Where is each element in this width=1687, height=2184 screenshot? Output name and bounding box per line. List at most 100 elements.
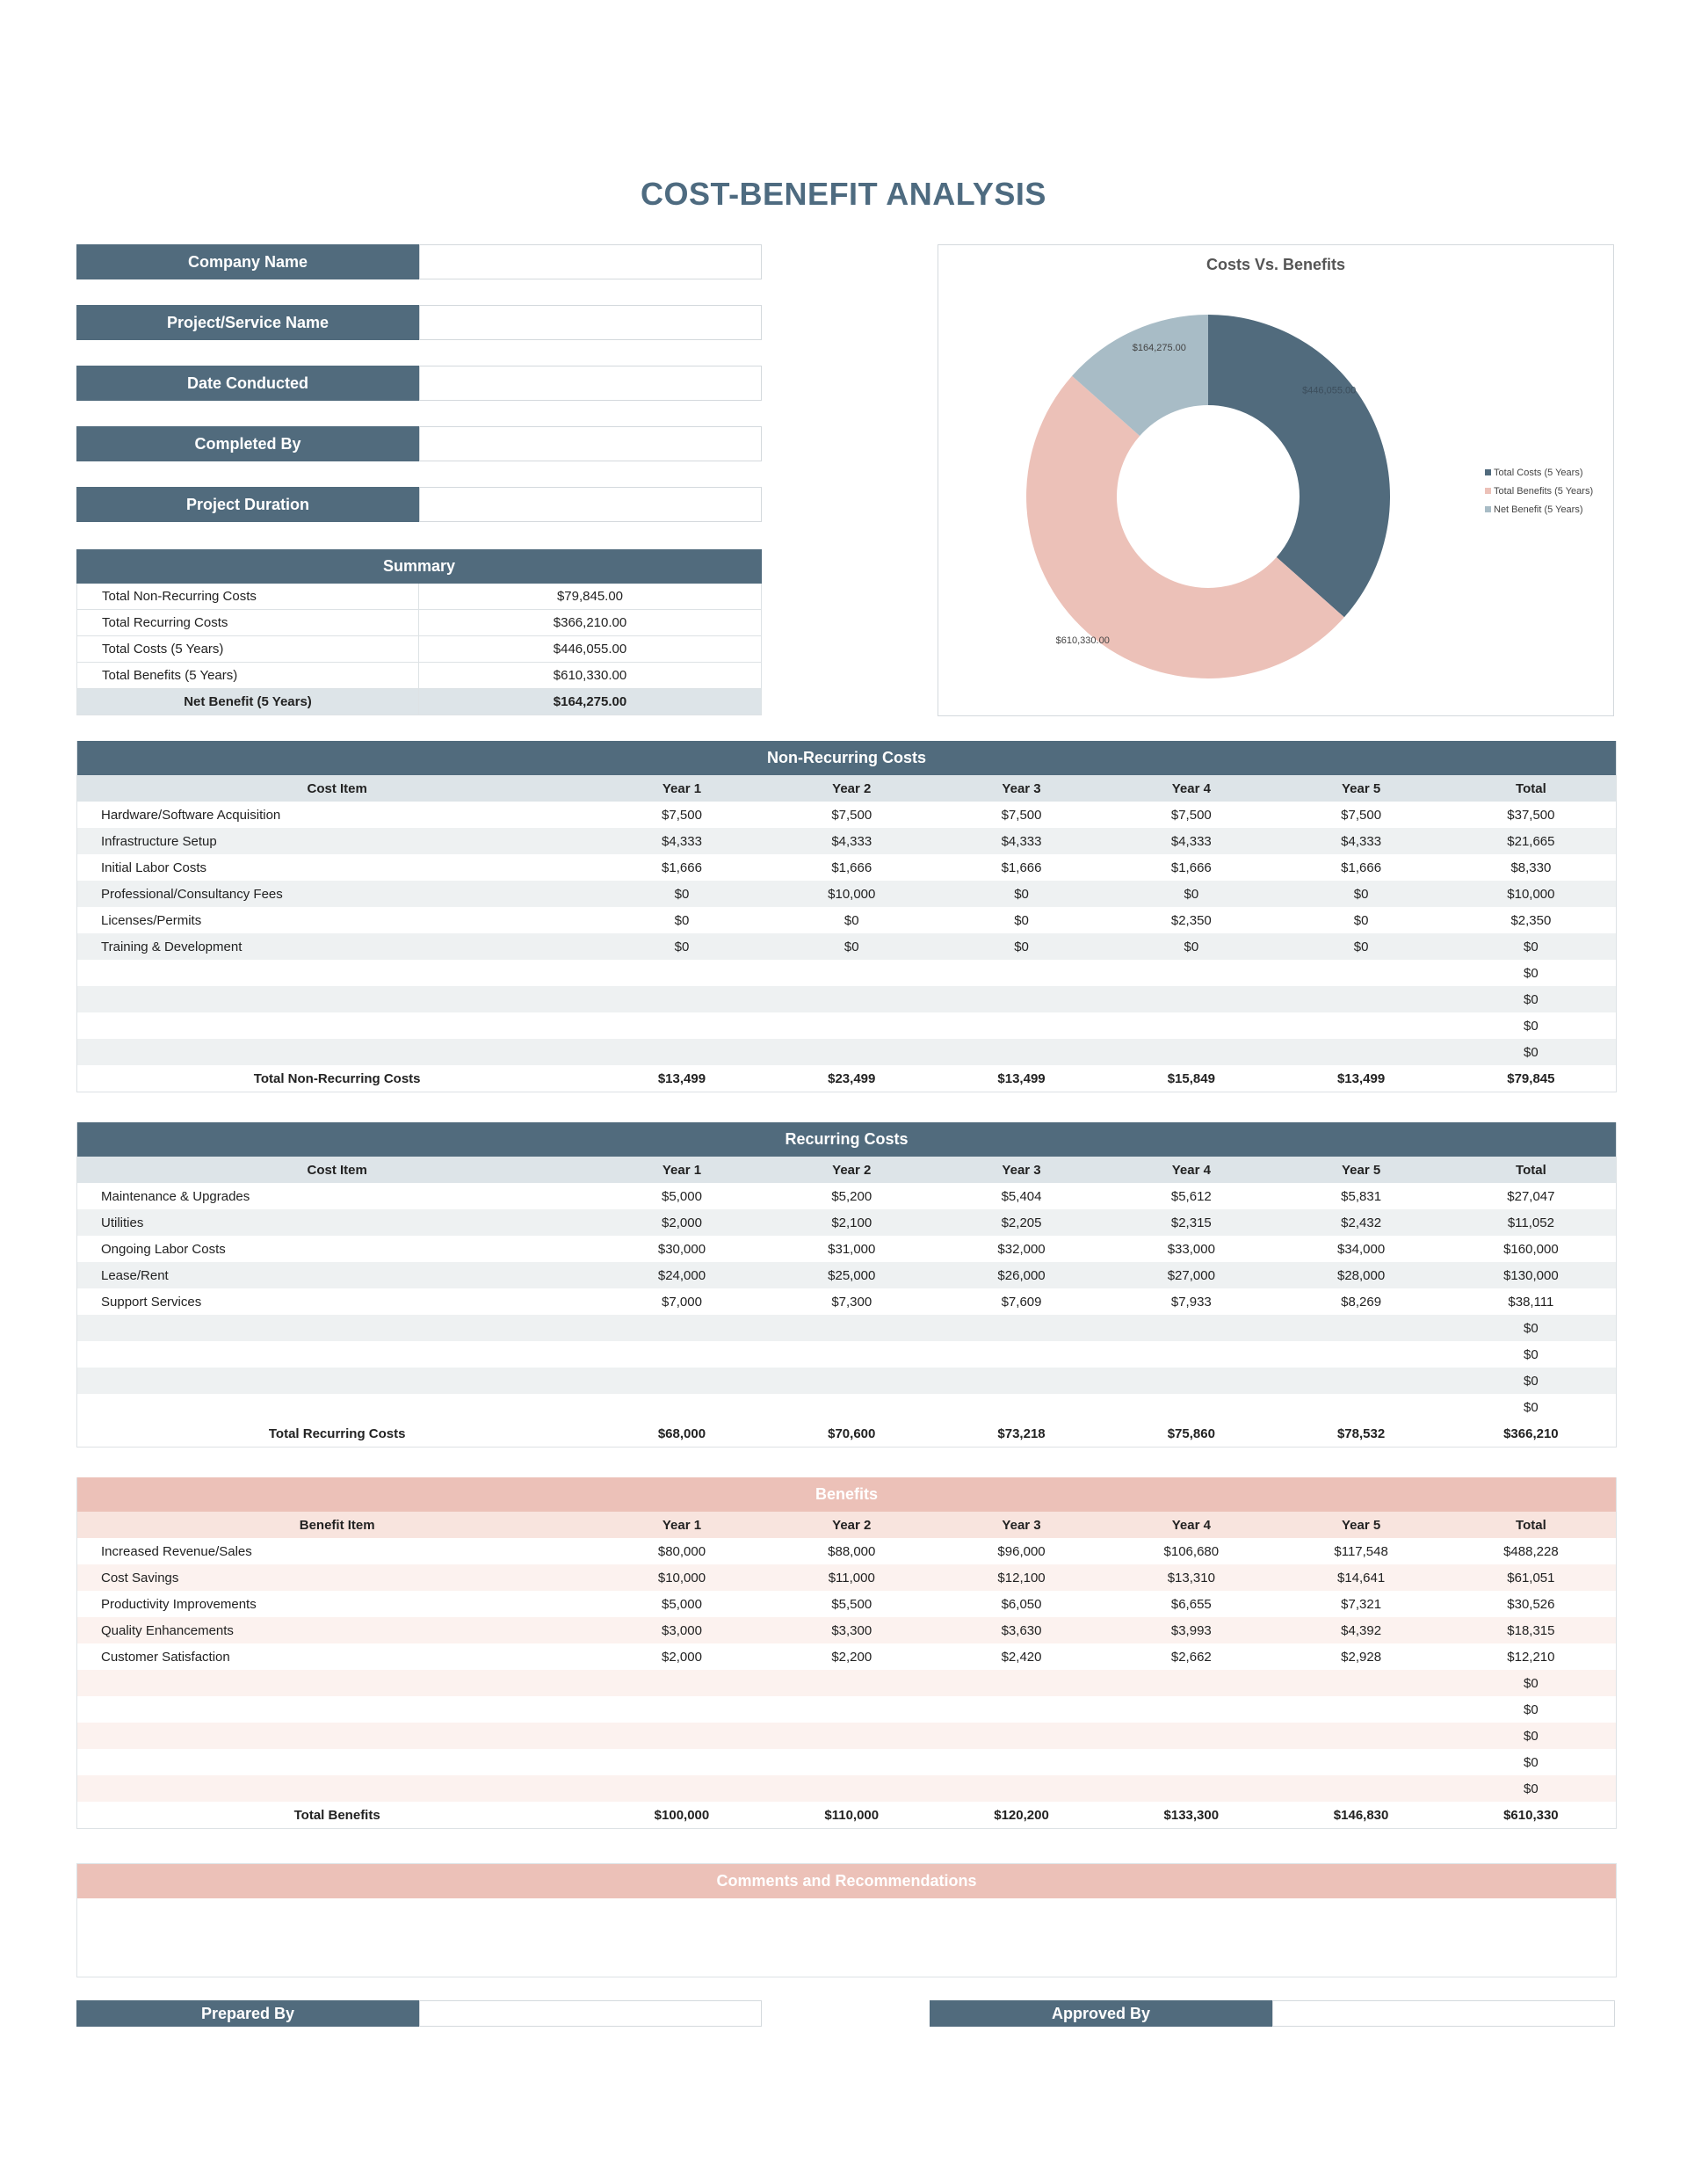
cell-value: $12,100	[997, 1570, 1046, 1585]
table-row: $0	[77, 1341, 1616, 1368]
cell-value: $68,000	[657, 1426, 706, 1441]
cell-value: Year 3	[1002, 1517, 1041, 1533]
legend-swatch	[1485, 488, 1491, 494]
project-name-field[interactable]	[419, 305, 762, 340]
cell-value: $25,000	[828, 1267, 876, 1283]
cell-value: Year 4	[1171, 1517, 1211, 1533]
cell-value: Total	[1516, 780, 1546, 796]
completed-by-field[interactable]	[419, 426, 762, 461]
cell-value: $7,321	[1341, 1596, 1382, 1612]
table-title: Benefits	[77, 1477, 1616, 1512]
cell-value: $1,666	[662, 860, 702, 875]
row-label: Total Non-Recurring Costs	[253, 1070, 421, 1086]
summary-value: $446,055.00	[419, 636, 762, 662]
cell-value: $10,000	[828, 886, 876, 902]
prepared-by-field[interactable]	[419, 2000, 762, 2027]
cell-value: $13,310	[1167, 1570, 1215, 1585]
date-conducted-row: Date Conducted	[76, 366, 762, 401]
table-row: $0	[77, 1039, 1616, 1065]
row-label: Cost Savings	[101, 1570, 179, 1585]
net-benefit-value: $164,275.00	[419, 689, 762, 715]
cell-value: $1,666	[1341, 860, 1382, 875]
summary-value: $79,845.00	[419, 584, 762, 609]
cell-value: $610,330	[1503, 1807, 1559, 1823]
cell-value: $1,666	[831, 860, 872, 875]
cell-value: $5,500	[831, 1596, 872, 1612]
row-label: Total Benefits	[293, 1807, 380, 1823]
total-row: Total Non-Recurring Costs $13,499 $23,499 $…	[77, 1065, 1616, 1092]
cell-value: $117,548	[1334, 1543, 1388, 1559]
cell-value: $0	[1014, 886, 1029, 902]
cell-value: $21,665	[1507, 833, 1555, 849]
cell-value: $5,000	[662, 1596, 702, 1612]
company-name-field[interactable]	[419, 244, 762, 279]
cell-value: $34,000	[1336, 1241, 1386, 1257]
row-label: Quality Enhancements	[101, 1622, 234, 1638]
row-label: Productivity Improvements	[101, 1596, 257, 1612]
table-row: Customer Satisfaction $2,000 $2,200 $2,420 $…	[77, 1643, 1616, 1670]
cell-value: $0	[1524, 965, 1539, 981]
row-label: Training & Development	[101, 939, 243, 954]
page-title: COST-BENEFIT ANALYSIS	[641, 176, 1046, 212]
summary-label: Total Recurring Costs	[76, 610, 419, 635]
costs-vs-benefits-chart: Costs Vs. Benefits $446,055.00 $610,330.0…	[938, 244, 1614, 716]
cell-value: $31,000	[828, 1241, 876, 1257]
table-title: Recurring Costs	[77, 1122, 1616, 1157]
completed-by-label: Completed By	[76, 426, 419, 461]
date-conducted-label: Date Conducted	[76, 366, 419, 401]
cell-value: $7,500	[662, 807, 702, 823]
cell-value: $33,000	[1167, 1241, 1215, 1257]
cell-value: $37,500	[1507, 807, 1555, 823]
cell-value: $2,928	[1341, 1649, 1382, 1665]
cell-value: $7,500	[831, 807, 872, 823]
cell-value: $78,532	[1336, 1426, 1386, 1441]
cell-value: $5,200	[831, 1188, 872, 1204]
legend-label: Net Benefit (5 Years)	[1494, 504, 1583, 515]
comments-field[interactable]	[77, 1898, 1616, 1977]
donut-slice	[1208, 315, 1390, 618]
chart-title: Costs Vs. Benefits	[1206, 256, 1346, 273]
table-row: $0	[77, 1696, 1616, 1723]
cell-value: $0	[1524, 939, 1539, 954]
cell-value: $2,315	[1170, 1215, 1212, 1230]
cell-value: $7,000	[662, 1294, 702, 1310]
row-label: Benefit Item	[299, 1517, 375, 1533]
cell-value: $30,526	[1507, 1596, 1555, 1612]
cell-value: $2,100	[831, 1215, 872, 1230]
company-name-row: Company Name	[76, 244, 762, 279]
cell-value: Year 5	[1341, 1517, 1381, 1533]
cell-value: $4,333	[831, 833, 872, 849]
cell-value: Year 2	[832, 1162, 872, 1178]
cell-value: $0	[1524, 1675, 1539, 1691]
summary-label: Total Costs (5 Years)	[76, 636, 419, 662]
cell-value: $4,333	[1341, 833, 1382, 849]
cell-value: $366,210	[1503, 1426, 1559, 1441]
project-duration-field[interactable]	[419, 487, 762, 522]
cell-value: $3,993	[1170, 1622, 1212, 1638]
cell-value: $0	[1524, 1018, 1539, 1034]
summary-row: Total Costs (5 Years) $446,055.00	[76, 636, 762, 663]
cell-value: Total	[1516, 1162, 1546, 1178]
summary-value: $366,210.00	[419, 610, 762, 635]
donut-slice	[1072, 315, 1208, 437]
date-conducted-field[interactable]	[419, 366, 762, 401]
cell-value: Year 3	[1002, 1162, 1041, 1178]
project-duration-row: Project Duration	[76, 487, 762, 522]
cell-value: Year 4	[1171, 780, 1211, 796]
legend-label: Total Costs (5 Years)	[1494, 468, 1583, 478]
cell-value: $7,500	[1341, 807, 1382, 823]
cell-value: $0	[1353, 939, 1369, 954]
cell-value: $13,499	[997, 1070, 1046, 1086]
cell-value: $2,662	[1170, 1649, 1212, 1665]
table-row: Ongoing Labor Costs $30,000 $31,000 $32,000…	[77, 1236, 1616, 1262]
cell-value: $0	[1353, 886, 1369, 902]
benefits-table: Benefits Benefit Item Year 1 Year 2 Year 3 Ye…	[76, 1477, 1617, 1829]
cell-value: $10,000	[1507, 886, 1555, 902]
row-label: Cost Item	[307, 1162, 367, 1178]
row-label: Lease/Rent	[101, 1267, 169, 1283]
prepared-by-row: Prepared By	[76, 2000, 762, 2027]
legend-label: Total Benefits (5 Years)	[1494, 486, 1593, 497]
non-recurring-costs-table: Non-Recurring Costs Cost Item Year 1 Year 2…	[76, 741, 1617, 1092]
cell-value: Year 2	[832, 780, 872, 796]
approved-by-field[interactable]	[1272, 2000, 1615, 2027]
